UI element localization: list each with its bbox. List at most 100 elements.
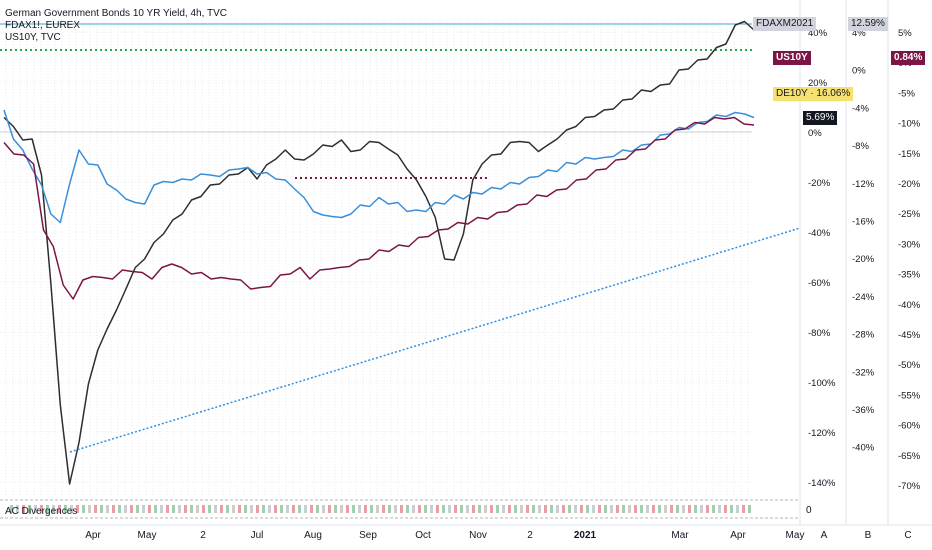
divergence-mark	[268, 505, 271, 513]
divergence-mark	[562, 505, 565, 513]
x-tick-label[interactable]: May	[138, 530, 157, 541]
axis1-tick-label[interactable]: 0%	[808, 128, 822, 139]
axis2-tick-label[interactable]: -16%	[852, 217, 875, 228]
divergence-mark	[370, 505, 373, 513]
x-tick-label[interactable]: 2	[527, 530, 533, 541]
axis3-tick-label[interactable]: -5%	[898, 88, 915, 99]
x-tick-label[interactable]: Apr	[730, 530, 746, 541]
axis1-tick-label[interactable]: 20%	[808, 78, 828, 89]
axis1-tick-label[interactable]: -80%	[808, 328, 831, 339]
divergence-mark	[70, 505, 73, 513]
trendline[interactable]	[69, 227, 801, 453]
divergence-mark	[448, 505, 451, 513]
axis3-tick-label[interactable]: -55%	[898, 390, 921, 401]
divergence-mark	[382, 505, 385, 513]
x-tick-label[interactable]: Nov	[469, 530, 487, 541]
axis2-tick-label[interactable]: -4%	[852, 103, 869, 114]
axis2-tick-label[interactable]: -8%	[852, 141, 869, 152]
divergence-mark	[40, 505, 43, 513]
divergence-mark	[472, 505, 475, 513]
x-tick-label[interactable]: 2021	[574, 530, 597, 541]
x-tick-label[interactable]: Apr	[85, 530, 101, 541]
divergence-mark	[454, 505, 457, 513]
price-axes[interactable]: 40% 20% 0% -20% -40% -60% -80% -100% -120% -140% 4…	[799, 0, 921, 525]
axis1-tick-label[interactable]: 40%	[808, 28, 828, 39]
divergence-mark	[748, 505, 751, 513]
fdax-line[interactable]	[3, 109, 755, 224]
x-tick-label[interactable]: Jul	[251, 530, 264, 541]
divergence-mark	[610, 505, 613, 513]
axis3-tick-label[interactable]: -45%	[898, 330, 921, 341]
divergence-mark	[352, 505, 355, 513]
divergence-mark	[658, 505, 661, 513]
legend-title[interactable]: German Government Bonds 10 YR Yield, 4h,…	[5, 8, 227, 19]
x-tick-label[interactable]: Aug	[304, 530, 322, 541]
divergence-mark	[256, 505, 259, 513]
legend-us10y[interactable]: US10Y, TVC	[5, 32, 61, 43]
series-layer[interactable]	[3, 20, 801, 485]
axis3-tick-label[interactable]: -35%	[898, 270, 921, 281]
legend: German Government Bonds 10 YR Yield, 4h,…	[5, 8, 227, 44]
de10y-price-tag: DE10Y · 16.06%	[773, 87, 854, 101]
divergence-mark	[670, 505, 673, 513]
x-tick-label[interactable]: May	[786, 530, 805, 541]
axis3-tick-label[interactable]: -40%	[898, 300, 921, 311]
axis3-tick-label[interactable]: -50%	[898, 360, 921, 371]
divergence-mark	[22, 505, 25, 513]
de10y-line[interactable]	[3, 20, 755, 485]
axis3-tick-label[interactable]: -30%	[898, 239, 921, 250]
divergence-mark	[358, 505, 361, 513]
x-tick-label[interactable]: Mar	[671, 530, 689, 541]
axis2-tick-label[interactable]: -32%	[852, 367, 875, 378]
axis3-tick-label[interactable]: -15%	[898, 149, 921, 160]
ac-divergences-label[interactable]: AC Divergences	[5, 506, 78, 517]
divergence-mark	[274, 505, 277, 513]
divergence-mark	[172, 505, 175, 513]
divergence-mark	[652, 505, 655, 513]
axis-letter-label[interactable]: C	[904, 530, 911, 541]
axis2-tick-label[interactable]: -12%	[852, 179, 875, 190]
divergence-mark	[250, 505, 253, 513]
divergence-mark	[310, 505, 313, 513]
divergence-mark	[436, 505, 439, 513]
axis3-tick-label[interactable]: -20%	[898, 179, 921, 190]
divergence-mark	[544, 505, 547, 513]
axis1-tick-label[interactable]: -20%	[808, 178, 831, 189]
axis2-tick-label[interactable]: -20%	[852, 254, 875, 265]
ac-divergences-panel[interactable]: 0	[0, 499, 812, 519]
axis2-tick-label[interactable]: -40%	[852, 443, 875, 454]
axis2-tick-label[interactable]: 4%	[852, 28, 866, 39]
time-axis[interactable]: Apr May 2 Jul Aug Sep Oct Nov 2 2021 Mar Apr May A B C	[0, 524, 932, 541]
axis3-tick-label[interactable]: -60%	[898, 421, 921, 432]
axis3-tick-label[interactable]: -65%	[898, 451, 921, 462]
axis1-tick-label[interactable]: -60%	[808, 278, 831, 289]
axis-letter-label[interactable]: A	[821, 530, 828, 541]
axis1-tick-label[interactable]: -40%	[808, 228, 831, 239]
legend-fdax[interactable]: FDAX1!, EUREX	[5, 20, 81, 31]
us10y-line[interactable]	[3, 116, 755, 300]
axis2-tick-label[interactable]: 0%	[852, 66, 866, 77]
axis1-tick-label[interactable]: -140%	[808, 478, 836, 489]
divergence-mark	[280, 505, 283, 513]
divergence-mark	[586, 505, 589, 513]
x-tick-label[interactable]: Sep	[359, 530, 377, 541]
axis3-tick-label[interactable]: -70%	[898, 481, 921, 492]
divergence-mark	[340, 505, 343, 513]
axis3-tick-label[interactable]: -25%	[898, 209, 921, 220]
x-tick-label[interactable]: Oct	[415, 530, 431, 541]
x-tick-label[interactable]: 2	[200, 530, 206, 541]
axis1-tick-label[interactable]: -120%	[808, 428, 836, 439]
axis2-tick-label[interactable]: -28%	[852, 330, 875, 341]
axis2-tick-label[interactable]: -24%	[852, 292, 875, 303]
divergence-mark	[406, 505, 409, 513]
axis1-tick-label[interactable]: -100%	[808, 378, 836, 389]
axis2-tick-label[interactable]: -36%	[852, 405, 875, 416]
divergence-mark	[226, 505, 229, 513]
axis3-tick-label[interactable]: -10%	[898, 119, 921, 130]
divergence-mark	[166, 505, 169, 513]
divergence-mark	[718, 505, 721, 513]
axis-letter-label[interactable]: B	[865, 530, 872, 541]
divergence-mark	[52, 505, 55, 513]
axis3-tick-label[interactable]: 5%	[898, 28, 912, 39]
